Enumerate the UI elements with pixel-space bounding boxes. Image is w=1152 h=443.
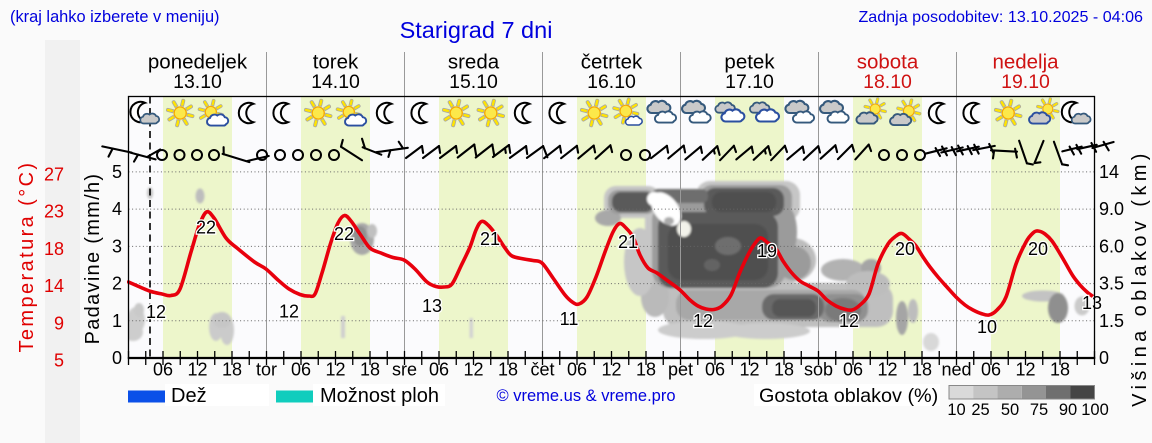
svg-text:22: 22 — [334, 224, 354, 244]
svg-text:18: 18 — [44, 239, 64, 259]
svg-text:Gostota oblakov (%): Gostota oblakov (%) — [759, 385, 938, 407]
svg-text:18: 18 — [498, 360, 518, 380]
svg-text:3: 3 — [112, 236, 122, 256]
svg-text:tor: tor — [256, 360, 277, 380]
svg-text:torek: torek — [313, 51, 359, 74]
svg-text:0: 0 — [112, 348, 122, 368]
svg-text:5: 5 — [54, 351, 64, 371]
svg-text:14: 14 — [1099, 162, 1119, 182]
svg-text:14.10: 14.10 — [311, 71, 360, 93]
svg-text:Temperatura (°C): Temperatura (°C) — [16, 161, 38, 353]
svg-text:Starigrad 7 dni: Starigrad 7 dni — [400, 17, 553, 43]
svg-text:06: 06 — [429, 360, 449, 380]
svg-text:10: 10 — [947, 401, 965, 419]
svg-text:27: 27 — [44, 164, 64, 184]
svg-text:18: 18 — [360, 360, 380, 380]
svg-text:21: 21 — [480, 229, 500, 249]
svg-text:12: 12 — [877, 360, 897, 380]
svg-text:13.10: 13.10 — [173, 71, 222, 93]
svg-text:5: 5 — [112, 162, 122, 182]
svg-text:1: 1 — [112, 311, 122, 331]
svg-text:12: 12 — [693, 311, 713, 331]
svg-text:50: 50 — [1001, 401, 1019, 419]
svg-text:sobota: sobota — [857, 51, 919, 74]
svg-text:16.10: 16.10 — [587, 71, 636, 93]
svg-text:12: 12 — [839, 311, 859, 331]
svg-text:ned: ned — [941, 360, 971, 380]
svg-text:0: 0 — [1099, 348, 1109, 368]
svg-text:14: 14 — [44, 276, 64, 296]
svg-text:čet: čet — [530, 360, 554, 380]
svg-text:3.5: 3.5 — [1099, 274, 1124, 294]
svg-text:75: 75 — [1030, 401, 1048, 419]
svg-text:18: 18 — [1050, 360, 1070, 380]
svg-text:15.10: 15.10 — [449, 71, 498, 93]
svg-text:17.10: 17.10 — [725, 71, 774, 93]
svg-text:13: 13 — [1082, 293, 1102, 313]
svg-text:06: 06 — [153, 360, 173, 380]
svg-text:12: 12 — [601, 360, 621, 380]
svg-text:19.10: 19.10 — [1001, 71, 1050, 93]
svg-text:6.0: 6.0 — [1099, 236, 1124, 256]
svg-text:06: 06 — [291, 360, 311, 380]
svg-text:1.5: 1.5 — [1099, 311, 1124, 331]
svg-text:25: 25 — [971, 401, 989, 419]
svg-text:10: 10 — [977, 317, 997, 337]
svg-text:19: 19 — [757, 241, 777, 261]
svg-text:18.10: 18.10 — [863, 71, 912, 93]
svg-text:13: 13 — [422, 296, 442, 316]
svg-text:Možnost ploh: Možnost ploh — [320, 385, 439, 407]
svg-text:9.0: 9.0 — [1099, 199, 1124, 219]
svg-text:22: 22 — [196, 218, 216, 238]
svg-text:Zadnja posodobitev: 13.10.2025: Zadnja posodobitev: 13.10.2025 - 04:06 — [858, 8, 1143, 26]
svg-text:18: 18 — [636, 360, 656, 380]
svg-text:4: 4 — [112, 199, 122, 219]
svg-text:12: 12 — [1015, 360, 1035, 380]
svg-text:12: 12 — [325, 360, 345, 380]
svg-text:18: 18 — [912, 360, 932, 380]
svg-text:9: 9 — [54, 313, 64, 333]
svg-text:Padavine (mm/h): Padavine (mm/h) — [82, 173, 104, 345]
svg-text:23: 23 — [44, 202, 64, 222]
svg-text:sre: sre — [392, 360, 417, 380]
svg-text:20: 20 — [895, 239, 915, 259]
svg-text:(kraj lahko izberete v meniju): (kraj lahko izberete v meniju) — [10, 8, 220, 26]
svg-text:18: 18 — [222, 360, 242, 380]
svg-text:Dež: Dež — [171, 385, 207, 407]
svg-text:četrtek: četrtek — [581, 51, 643, 74]
svg-text:sreda: sreda — [448, 51, 500, 74]
svg-text:sob: sob — [804, 360, 833, 380]
svg-text:90: 90 — [1059, 401, 1077, 419]
svg-text:100: 100 — [1081, 401, 1109, 419]
svg-text:© vreme.us & vreme.pro: © vreme.us & vreme.pro — [496, 387, 675, 405]
svg-text:06: 06 — [843, 360, 863, 380]
svg-text:pet: pet — [668, 360, 693, 380]
svg-text:nedelja: nedelja — [992, 51, 1059, 74]
svg-text:06: 06 — [981, 360, 1001, 380]
svg-text:21: 21 — [618, 232, 638, 252]
svg-text:12: 12 — [279, 302, 299, 322]
svg-text:06: 06 — [705, 360, 725, 380]
svg-text:12: 12 — [463, 360, 483, 380]
svg-text:20: 20 — [1028, 239, 1048, 259]
svg-text:petek: petek — [724, 51, 775, 74]
svg-text:06: 06 — [567, 360, 587, 380]
svg-text:Višina oblakov (km): Višina oblakov (km) — [1129, 149, 1151, 407]
svg-text:12: 12 — [739, 360, 759, 380]
svg-text:2: 2 — [112, 274, 122, 294]
svg-text:18: 18 — [774, 360, 794, 380]
svg-text:11: 11 — [560, 309, 579, 329]
svg-text:12: 12 — [146, 302, 166, 322]
svg-text:12: 12 — [187, 360, 207, 380]
svg-text:ponedeljek: ponedeljek — [148, 51, 248, 74]
